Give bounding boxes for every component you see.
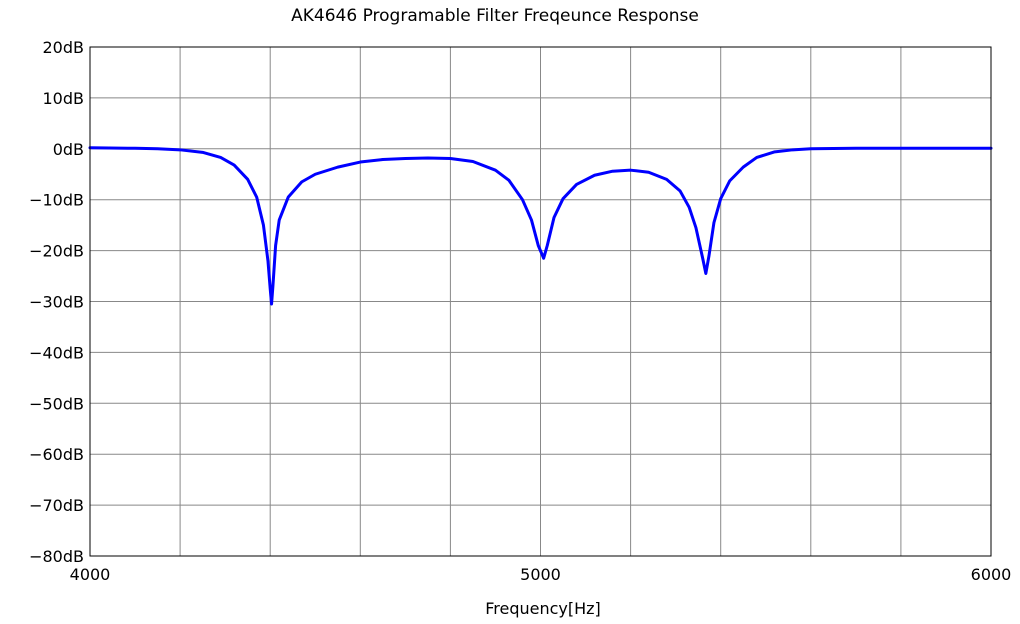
y-tick-label: −30dB (29, 293, 84, 312)
x-tick-label: 4000 (70, 565, 111, 584)
y-tick-label: 20dB (43, 38, 85, 57)
y-axis-ticks: 20dB 10dB 0dB −10dB −20dB −30dB −40dB −50dB −60d… (29, 38, 84, 566)
y-tick-label: −10dB (29, 191, 84, 210)
grid (90, 47, 991, 556)
plot-frame (89, 46, 992, 557)
y-tick-label: −40dB (29, 343, 84, 362)
x-tick-label: 5000 (520, 565, 561, 584)
series-line-0 (88, 146, 993, 306)
series-layer (88, 146, 993, 306)
y-tick-label: −80dB (29, 547, 84, 566)
chart-title: AK4646 Programable Filter Freqeunce Resp… (291, 6, 699, 26)
x-tick-label: 6000 (971, 565, 1012, 584)
y-tick-label: 10dB (43, 89, 85, 108)
y-tick-label: −50dB (29, 394, 84, 413)
y-tick-label: −70dB (29, 496, 84, 515)
x-axis-label: Frequency[Hz] (485, 599, 601, 618)
x-axis-ticks: 4000 5000 6000 (70, 565, 1012, 584)
y-tick-label: 0dB (53, 140, 84, 159)
y-tick-label: −60dB (29, 445, 84, 464)
y-tick-label: −20dB (29, 242, 84, 261)
